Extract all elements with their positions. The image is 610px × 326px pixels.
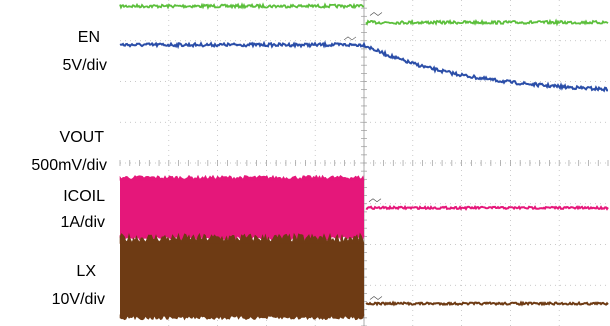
- channel-markers: [343, 12, 383, 300]
- trace-lx-envelope-top: [119, 232, 365, 244]
- label-icoil-name: ICOIL: [63, 188, 105, 205]
- marker-vout: [343, 36, 357, 41]
- label-lx-scale: 10V/div: [52, 291, 105, 308]
- trace-en: [119, 2, 609, 27]
- marker-lx: [369, 296, 383, 300]
- trace-vout-line: [119, 40, 608, 93]
- label-en-scale: 5V/div: [63, 57, 107, 74]
- waveform-traces: [119, 2, 609, 321]
- label-icoil-scale: 1A/div: [61, 214, 105, 231]
- channel-labels: EN 5V/div VOUT 500mV/div ICOIL 1A/div LX…: [31, 29, 107, 308]
- trace-lx-after: [365, 300, 609, 307]
- label-en-name: EN: [78, 29, 100, 46]
- label-vout-scale: 500mV/div: [31, 157, 107, 174]
- trace-en-after: [365, 18, 609, 27]
- trace-en-before: [119, 2, 365, 11]
- trace-lx-switching-band: [120, 242, 364, 316]
- trace-vout: [119, 40, 608, 93]
- marker-icoil: [368, 198, 382, 203]
- trace-icoil-switching-band: [120, 179, 364, 237]
- trace-icoil-after: [365, 204, 609, 211]
- trace-lx: [119, 232, 609, 321]
- label-vout-name: VOUT: [60, 129, 105, 146]
- trace-icoil-envelope-top: [119, 174, 365, 181]
- label-lx-name: LX: [76, 263, 96, 280]
- marker-en: [369, 12, 383, 16]
- trace-lx-envelope-bottom: [119, 314, 365, 321]
